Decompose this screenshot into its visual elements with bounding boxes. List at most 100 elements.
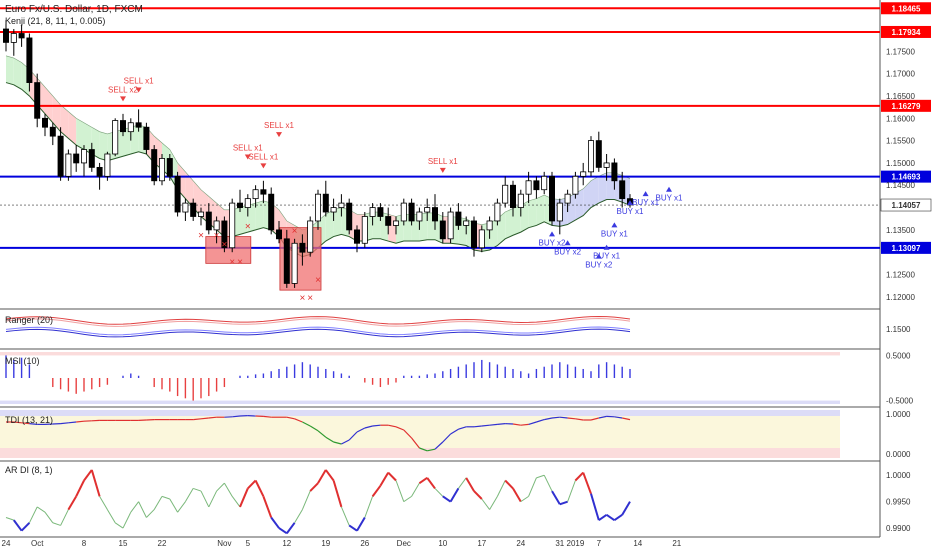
- tdi-pane: [6, 415, 631, 452]
- kenji-ribbon-segment: [6, 55, 14, 85]
- tdi-segment: [13, 421, 22, 424]
- candle-body: [229, 202, 236, 249]
- price-tick-label: 1.13500: [886, 226, 915, 235]
- ardi-tick-label: 0.9900: [886, 524, 911, 533]
- candle-body: [564, 193, 571, 204]
- candle-body: [494, 202, 501, 222]
- buy-signal-label: BUY x2: [539, 238, 567, 247]
- ardi-pane: [5, 469, 631, 535]
- tdi-tick-label: 1.0000: [886, 410, 911, 419]
- ranger-title: Ranger (20): [5, 315, 53, 325]
- tdi-segment: [481, 424, 490, 427]
- candle-body: [549, 175, 556, 222]
- kenji-ribbon-segment: [84, 122, 92, 154]
- candle-body: [182, 202, 189, 213]
- candle-body: [439, 220, 446, 240]
- tdi-segment: [551, 416, 560, 419]
- ardi-segment: [403, 495, 412, 503]
- candle-body: [611, 162, 618, 182]
- candle-body: [236, 202, 243, 208]
- ranger-darkblue-line: [5, 328, 631, 338]
- tdi-segment: [458, 426, 467, 430]
- buy-signal-label: BUY x2: [554, 247, 582, 256]
- time-tick-label: 5: [246, 539, 251, 548]
- time-tick-label: 14: [633, 539, 642, 548]
- candle-body: [34, 82, 41, 119]
- ardi-segment: [114, 522, 124, 529]
- tdi-segment: [598, 415, 607, 419]
- ardi-segment: [371, 485, 382, 497]
- ardi-segment: [247, 479, 257, 490]
- time-tick-label: Dec: [397, 539, 411, 548]
- level-price-label: 1.14693: [892, 173, 921, 182]
- time-tick-label: 10: [438, 539, 447, 548]
- time-tick-label: 31: [555, 539, 564, 548]
- price-axis: 1.18465 1.17934 1.17500 1.17000 1.165001.162…: [880, 2, 932, 533]
- tdi-mid-band: [0, 416, 840, 450]
- buy-arrow-icon: [666, 186, 672, 192]
- candle-body: [42, 117, 49, 128]
- tdi-segment: [450, 428, 459, 435]
- tdi-segment: [21, 422, 30, 425]
- tdi-segment: [403, 429, 413, 439]
- tdi-segment: [232, 415, 241, 418]
- ardi-segment: [60, 509, 69, 526]
- ardi-segment: [146, 509, 155, 518]
- candle-body: [478, 229, 485, 249]
- ardi-segment: [5, 517, 14, 521]
- ardi-segment: [512, 487, 522, 503]
- tdi-segment: [520, 423, 529, 426]
- level-price-label: 1.18465: [892, 4, 921, 13]
- level-price-label: 1.13097: [892, 244, 921, 253]
- tdi-tick-label: 0.0000: [886, 450, 911, 459]
- cross-mark: ×: [229, 257, 235, 268]
- ardi-segment: [36, 506, 46, 513]
- candle-body: [143, 126, 150, 150]
- buy-arrow-icon: [642, 191, 649, 197]
- ardi-segment: [285, 522, 296, 534]
- ardi-segment: [567, 480, 576, 502]
- ardi-segment: [473, 490, 483, 500]
- price-tick-label: 1.16000: [886, 114, 915, 123]
- time-tick-label: 26: [360, 539, 369, 548]
- candle-body: [244, 198, 251, 208]
- price-tick-label: 1.15500: [886, 137, 915, 146]
- ardi-segment: [169, 498, 179, 513]
- tdi-title: TDI (13, 21): [5, 415, 53, 425]
- candle-body: [81, 149, 88, 164]
- ardi-segment: [621, 501, 631, 516]
- tdi-segment: [614, 416, 623, 419]
- ardi-segment: [379, 472, 390, 487]
- tdi-segment: [575, 418, 584, 421]
- time-tick-label: 17: [477, 539, 486, 548]
- tdi-segment: [544, 417, 553, 421]
- tdi-segment: [622, 417, 631, 421]
- ardi-segment: [216, 482, 225, 492]
- ardi-tick-label: 1.0000: [886, 471, 911, 480]
- tdi-segment: [356, 427, 366, 433]
- tdi-segment: [294, 418, 303, 423]
- tdi-upper-band: [0, 410, 840, 416]
- ardi-segment: [411, 482, 420, 497]
- tdi-segment: [317, 430, 327, 438]
- tdi-segment: [489, 423, 498, 426]
- candle-body: [377, 207, 384, 217]
- ardi-segment: [254, 480, 265, 497]
- ardi-segment: [239, 488, 249, 508]
- candle-body: [104, 153, 111, 177]
- tdi-segment: [434, 441, 444, 450]
- sell-arrow-icon: [135, 87, 142, 93]
- ardi-segment: [395, 480, 405, 502]
- candle-body: [580, 171, 587, 177]
- ardi-segment: [44, 511, 54, 524]
- candle-body: [112, 120, 119, 155]
- price-tick-label: 1.16500: [886, 92, 915, 101]
- candle-body: [322, 193, 329, 213]
- price-tick-label: 1.17000: [886, 70, 915, 79]
- ardi-segment: [528, 477, 537, 497]
- tdi-segment: [29, 423, 38, 425]
- candle-body: [260, 189, 267, 195]
- time-tick-label: 19: [321, 539, 330, 548]
- candle-body: [619, 180, 626, 200]
- ardi-segment: [598, 514, 608, 521]
